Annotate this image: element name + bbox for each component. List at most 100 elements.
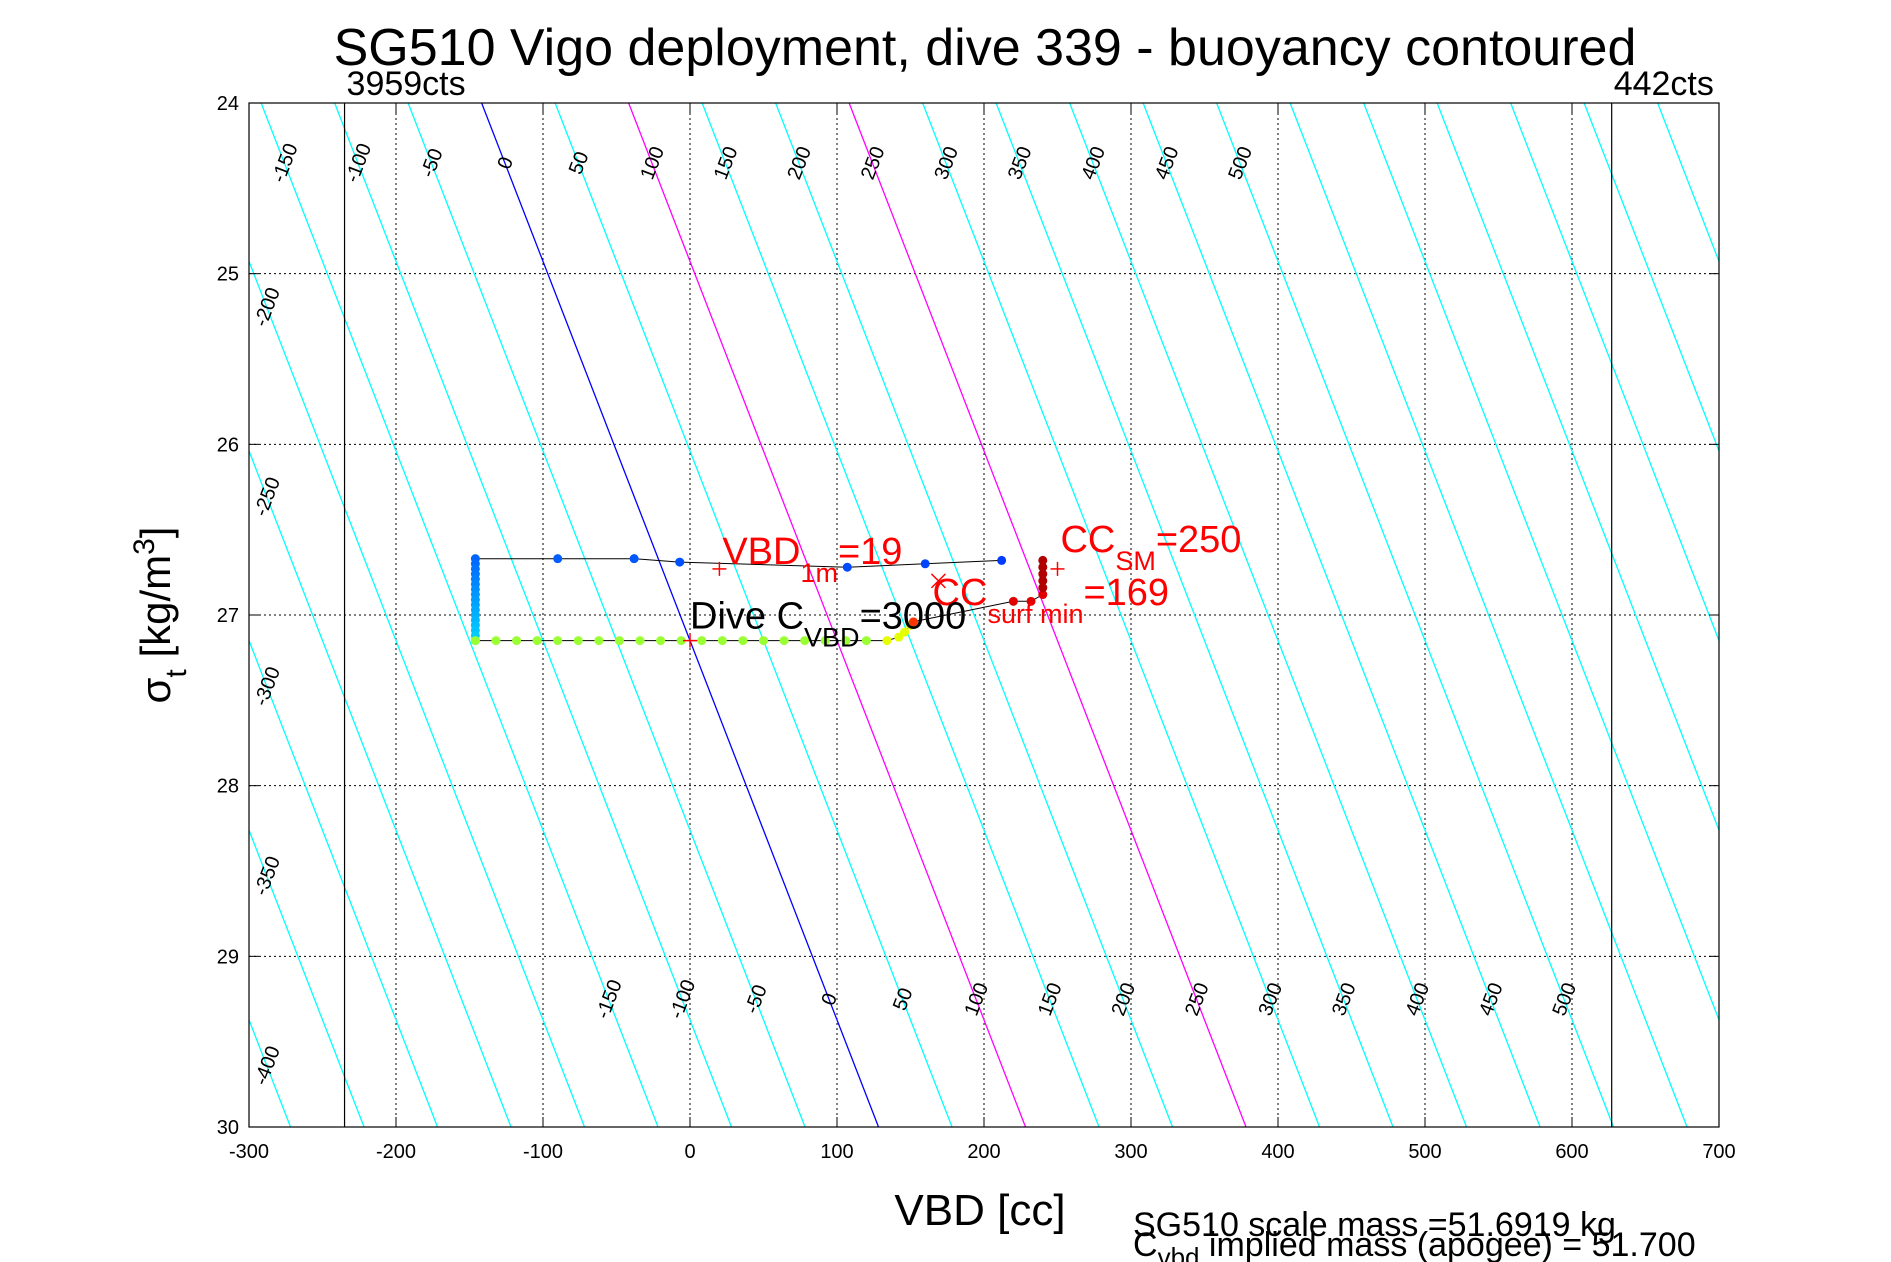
surface-point <box>1038 555 1048 565</box>
dive-point <box>697 636 707 646</box>
y-tick-label: 24 <box>217 93 239 115</box>
y-tick-label: 26 <box>217 434 239 456</box>
contour-label: -150 <box>592 977 627 1022</box>
contour-label: -300 <box>250 664 285 709</box>
contour-label: 0 <box>493 154 518 172</box>
surface-point <box>1038 576 1048 586</box>
contour-line <box>1216 103 1615 1127</box>
contour-label: 350 <box>1328 980 1361 1019</box>
contour-label: 50 <box>889 985 918 1014</box>
contour-line <box>249 449 512 1127</box>
footer-scale-mass: SG510 scale mass =51.6919 kg <box>1133 1206 1616 1244</box>
y-tick-label: 27 <box>217 605 239 627</box>
contour-label: 200 <box>1108 980 1141 1019</box>
annotation-ccsurf: CCsurf min=169 <box>933 572 1170 629</box>
x-tick-label: 600 <box>1555 1141 1588 1163</box>
surface-point <box>1038 562 1048 572</box>
contour-label: -50 <box>741 982 772 1017</box>
contour-label: 500 <box>1224 144 1257 183</box>
dive-point <box>894 632 904 642</box>
contour-label: -100 <box>341 140 376 185</box>
contour-label: -150 <box>268 140 303 185</box>
contour-line <box>0 103 217 1127</box>
vbd-limit-label: 3959cts <box>347 65 466 103</box>
x-tick-label: 400 <box>1261 1141 1294 1163</box>
y-tick-label: 29 <box>217 946 239 968</box>
contour-line <box>1583 103 1719 453</box>
contour-label: -100 <box>665 977 700 1022</box>
surface-point <box>1038 583 1048 593</box>
contour-label: 100 <box>961 980 994 1019</box>
dive-point <box>491 636 501 646</box>
contour-line <box>249 828 365 1127</box>
dive-point <box>676 636 686 646</box>
dive-point <box>882 636 892 646</box>
contour-line <box>407 103 806 1127</box>
contour-label: -350 <box>250 853 285 898</box>
x-tick-label: 200 <box>967 1141 1000 1163</box>
dive-point <box>717 636 727 646</box>
dive-point <box>900 627 910 637</box>
dive-point <box>553 636 563 646</box>
contour-line <box>1731 103 1891 1127</box>
climb-point <box>997 555 1007 565</box>
contour-line <box>1069 103 1468 1127</box>
dive-point <box>614 636 624 646</box>
contour-line <box>1289 103 1688 1127</box>
y-axis-label: σt [kg/m3] <box>128 527 193 704</box>
climb-point <box>920 559 930 569</box>
dive-point <box>635 636 645 646</box>
dive-point <box>861 636 871 646</box>
contour-label: 300 <box>1255 980 1288 1019</box>
surface-point <box>908 617 918 627</box>
contour-label: 450 <box>1475 980 1508 1019</box>
contour-line <box>995 103 1394 1127</box>
x-tick-label: 500 <box>1408 1141 1441 1163</box>
contour-line <box>701 103 1100 1127</box>
contour-label: 200 <box>783 144 816 183</box>
contour-label: -50 <box>417 146 448 181</box>
x-tick-label: 700 <box>1702 1141 1735 1163</box>
contour-line <box>260 103 659 1127</box>
climb-point <box>842 562 852 572</box>
y-tick-label: 28 <box>217 776 239 798</box>
dive-point <box>594 636 604 646</box>
contour-label: 250 <box>857 144 890 183</box>
annotation-ccsm: CCSM=250 <box>1060 519 1241 576</box>
contour-label: 400 <box>1402 980 1435 1019</box>
plot-area: -400 -350 -300 -250 -200 -150 -100 -50 0 50 100 150… <box>0 65 1891 1163</box>
climb-point <box>553 554 563 564</box>
x-tick-label: 0 <box>684 1141 695 1163</box>
surface-point <box>1038 569 1048 579</box>
x-tick-label: 100 <box>820 1141 853 1163</box>
annotation-divecvbd: Dive CVBD=3000 <box>690 596 966 653</box>
contour-line <box>1657 103 1719 264</box>
cross-marker <box>930 573 946 589</box>
dive-point <box>512 636 522 646</box>
chart-title: SG510 Vigo deployment, dive 339 - buoyan… <box>334 19 1637 77</box>
contour-line <box>334 103 733 1127</box>
dive-point <box>470 636 480 646</box>
contour-label: 400 <box>1077 144 1110 183</box>
contour-label: -400 <box>250 1043 285 1088</box>
dive-point <box>800 636 810 646</box>
dive-point <box>738 636 748 646</box>
x-tick-label: -100 <box>523 1141 563 1163</box>
contour-line <box>848 103 1247 1127</box>
annotation-vbd1m: VBD1m=19 <box>722 531 902 588</box>
contour-line <box>554 103 953 1127</box>
y-tick-label: 30 <box>217 1117 239 1139</box>
contour-line <box>1142 103 1541 1127</box>
contour-label: -200 <box>250 285 285 330</box>
contour-label: -250 <box>250 474 285 519</box>
x-tick-label: 300 <box>1114 1141 1147 1163</box>
contour-label: 500 <box>1549 980 1582 1019</box>
contour-label: 250 <box>1181 980 1214 1019</box>
dive-point <box>820 636 830 646</box>
contour-line <box>775 103 1174 1127</box>
contour-label: 350 <box>1004 144 1037 183</box>
dive-point <box>656 636 666 646</box>
dive-point <box>779 636 789 646</box>
contour-label: 150 <box>1034 980 1067 1019</box>
